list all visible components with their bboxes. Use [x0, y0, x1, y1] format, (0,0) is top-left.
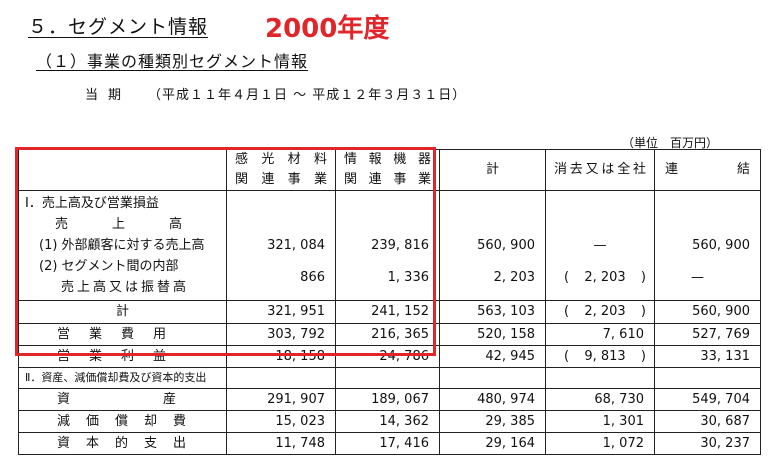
header-blank — [18, 149, 227, 191]
intersegment-photo: 866 — [300, 270, 325, 285]
sales-header-label: 売上高 — [55, 217, 182, 232]
section-label-1: Ⅰ．売上高及び営業損益 — [25, 196, 159, 211]
table-row-depreciation: 減価償却費 15, 023 14, 362 29, 385 1, 301 30,… — [18, 410, 761, 433]
depreciation-consol: 30, 687 — [654, 410, 761, 433]
table-header-row: 感光材料 関連事業 情報機器 関連事業 計 消去又は全社 連 結 — [18, 149, 761, 191]
subtotal-elim: 2, 203 — [584, 304, 626, 319]
intersegment-info: 1, 336 — [387, 270, 429, 285]
external-label: (1) 外部顧客に対する売上高 — [39, 238, 205, 253]
opex-label: 営業費用 — [57, 326, 166, 342]
capex-info: 17, 416 — [335, 432, 440, 455]
subsection-title: （１）事業の種類別セグメント情報 — [36, 52, 309, 71]
intersegment-label-2: 売上高又は振替高 — [61, 280, 190, 295]
sales-labels: Ⅰ．売上高及び営業損益 売上高 (1) 外部顧客に対する売上高 (2) セグメン… — [18, 190, 227, 301]
opincome-elim: 9, 813 — [584, 348, 626, 364]
opex-total: 520, 158 — [439, 323, 546, 346]
section-title: ５．セグメント情報 — [28, 16, 209, 38]
assets-total: 480, 974 — [439, 388, 546, 411]
opincome-total: 42, 945 — [439, 345, 546, 368]
capex-elim: 1, 072 — [545, 432, 655, 455]
opincome-elim-cell: (9, 813) — [545, 345, 655, 368]
subtotal-total: 563, 103 — [439, 300, 546, 324]
assets-photo: 291, 907 — [226, 388, 336, 411]
capex-label: 資本的支出 — [57, 435, 186, 451]
external-info: 239, 816 — [371, 238, 429, 253]
depreciation-info: 14, 362 — [335, 410, 440, 433]
sales-consol-cell: 560, 900 — — [654, 190, 761, 301]
assets-elim: 68, 730 — [545, 388, 655, 411]
table-row-capex: 資本的支出 11, 748 17, 416 29, 164 1, 072 30,… — [18, 432, 761, 455]
opex-elim: 7, 610 — [545, 323, 655, 346]
depreciation-photo: 15, 023 — [226, 410, 336, 433]
sales-total-cell: 560, 900 2, 203 — [439, 190, 546, 301]
opincome-photo: 18, 158 — [226, 345, 336, 368]
section-label-2: Ⅱ．資産、減価償却費及び資本的支出 — [18, 367, 227, 389]
col-header-info-line1: 情報機器 — [344, 152, 431, 167]
col-header-photo-line2: 関連事業 — [235, 172, 327, 187]
segment-table: 感光材料 関連事業 情報機器 関連事業 計 消去又は全社 連 結 Ⅰ．売上高及び… — [18, 149, 761, 455]
table-row-subtotal: 計 321, 951 241, 152 563, 103 (2, 203) 56… — [18, 300, 761, 324]
unit-note: （単位 百万円） — [622, 136, 719, 150]
opex-photo: 303, 792 — [226, 323, 336, 346]
external-consol: 560, 900 — [692, 238, 750, 253]
capex-total: 29, 164 — [439, 432, 546, 455]
external-photo: 321, 084 — [267, 238, 325, 253]
capex-photo: 11, 748 — [226, 432, 336, 455]
subtotal-elim-cell: (2, 203) — [545, 300, 655, 324]
period-label: 当期 — [85, 88, 132, 103]
intersegment-elim: (2, 203) — [546, 267, 654, 288]
opincome-label-cell: 営業利益 — [18, 345, 227, 368]
intersegment-total: 2, 203 — [493, 270, 535, 285]
sales-elim-cell: — (2, 203) — [545, 190, 655, 301]
depreciation-label-cell: 減価償却費 — [18, 410, 227, 433]
intersegment-consol: — — [691, 270, 704, 285]
opincome-consol: 33, 131 — [654, 345, 761, 368]
table-row-assets: 資産 291, 907 189, 067 480, 974 68, 730 54… — [18, 388, 761, 411]
subtotal-label: 計 — [18, 300, 227, 324]
opex-consol: 527, 769 — [654, 323, 761, 346]
opex-info: 216, 365 — [335, 323, 440, 346]
assets-info: 189, 067 — [335, 388, 440, 411]
col-header-consol: 連 結 — [654, 149, 761, 191]
col-header-consol-text: 連 結 — [665, 162, 750, 177]
assets-label-cell: 資産 — [18, 388, 227, 411]
capex-consol: 30, 237 — [654, 432, 761, 455]
depreciation-elim: 1, 301 — [545, 410, 655, 433]
col-header-elim: 消去又は全社 — [545, 149, 655, 191]
col-header-info: 情報機器 関連事業 — [335, 149, 440, 191]
assets-consol: 549, 704 — [654, 388, 761, 411]
opincome-label: 営業利益 — [57, 348, 166, 364]
intersegment-elim-value: 2, 203 — [584, 270, 626, 285]
intersegment-label-1: (2) セグメント間の内部 — [39, 259, 179, 274]
depreciation-label: 減価償却費 — [57, 413, 186, 429]
subtotal-consol: 560, 900 — [654, 300, 761, 324]
col-header-photo-line1: 感光材料 — [235, 152, 327, 167]
col-header-info-line2: 関連事業 — [344, 172, 431, 187]
year-annotation: 2000年度 — [265, 14, 390, 44]
table-row-sales: Ⅰ．売上高及び営業損益 売上高 (1) 外部顧客に対する売上高 (2) セグメン… — [18, 190, 761, 301]
capex-label-cell: 資本的支出 — [18, 432, 227, 455]
table-row-section2: Ⅱ．資産、減価償却費及び資本的支出 — [18, 367, 761, 389]
table-row-opex: 営業費用 303, 792 216, 365 520, 158 7, 610 5… — [18, 323, 761, 346]
assets-label: 資産 — [57, 391, 176, 407]
subtotal-photo: 321, 951 — [226, 300, 336, 324]
period-range: （平成１１年４月１日 ～ 平成１２年３月３１日） — [148, 88, 467, 103]
sales-photo-cell: 321, 084 866 — [226, 190, 336, 301]
sales-info-cell: 239, 816 1, 336 — [335, 190, 440, 301]
col-header-total: 計 — [439, 149, 546, 191]
table-row-opincome: 営業利益 18, 158 24, 786 42, 945 (9, 813) 33… — [18, 345, 761, 368]
col-header-photo: 感光材料 関連事業 — [226, 149, 336, 191]
opex-label-cell: 営業費用 — [18, 323, 227, 346]
opincome-info: 24, 786 — [335, 345, 440, 368]
depreciation-total: 29, 385 — [439, 410, 546, 433]
subtotal-info: 241, 152 — [335, 300, 440, 324]
external-total: 560, 900 — [477, 238, 535, 253]
external-elim: — — [593, 238, 607, 253]
